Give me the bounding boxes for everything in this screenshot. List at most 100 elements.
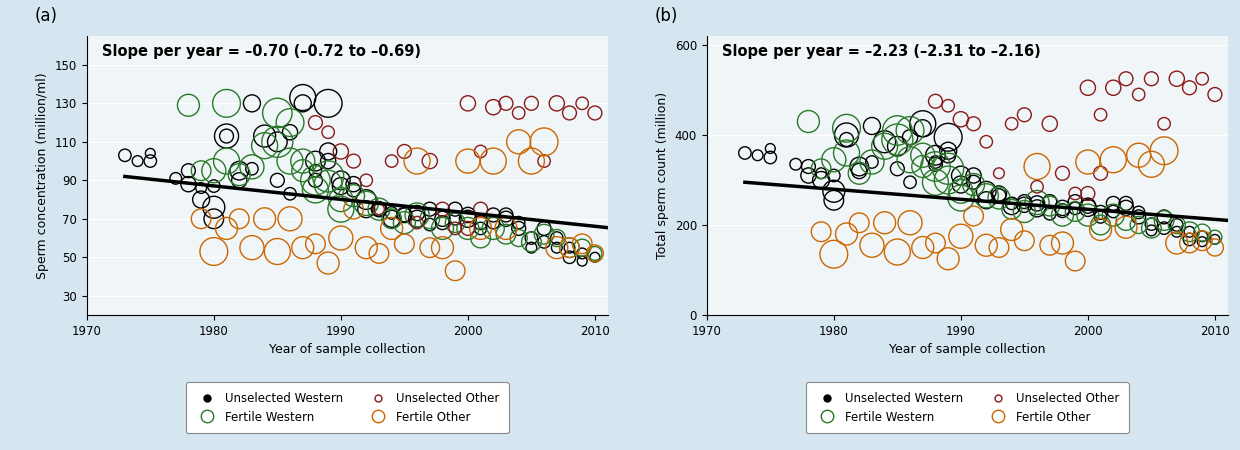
- Point: [242, 163, 262, 171]
- Point: [484, 104, 503, 111]
- Point: [1179, 236, 1199, 243]
- Point: [140, 150, 160, 157]
- Point: [585, 250, 605, 257]
- Point: [1104, 200, 1123, 207]
- Point: [900, 219, 920, 226]
- Point: [823, 172, 843, 179]
- Point: [1065, 257, 1085, 265]
- Point: [1053, 239, 1073, 247]
- Point: [268, 109, 288, 117]
- Point: [990, 244, 1009, 251]
- Point: [433, 225, 453, 232]
- Point: [356, 206, 376, 213]
- Point: [547, 244, 567, 251]
- Point: [951, 172, 971, 179]
- Point: [1179, 228, 1199, 235]
- Point: [837, 149, 857, 157]
- Point: [900, 156, 920, 163]
- Point: [458, 100, 477, 107]
- Point: [179, 102, 198, 109]
- Point: [862, 242, 882, 249]
- Point: [254, 132, 274, 140]
- Point: [458, 212, 477, 219]
- Point: [471, 225, 491, 232]
- Point: [823, 251, 843, 258]
- Point: [913, 163, 932, 170]
- Point: [1053, 170, 1073, 177]
- Point: [203, 215, 223, 222]
- Point: [913, 125, 932, 132]
- Point: [799, 172, 818, 179]
- Point: [990, 192, 1009, 199]
- Point: [1078, 204, 1097, 212]
- Point: [1116, 75, 1136, 82]
- Point: [939, 152, 959, 159]
- Point: [305, 167, 325, 174]
- Point: [1128, 221, 1148, 229]
- Point: [433, 215, 453, 222]
- Point: [1014, 237, 1034, 244]
- Point: [458, 225, 477, 232]
- Text: (a): (a): [35, 7, 58, 25]
- Point: [1205, 234, 1225, 241]
- Point: [837, 230, 857, 238]
- Point: [1142, 161, 1162, 168]
- Point: [522, 238, 542, 246]
- Point: [458, 158, 477, 165]
- Point: [522, 100, 542, 107]
- Point: [305, 240, 325, 248]
- Point: [1002, 120, 1022, 127]
- Point: [331, 177, 351, 184]
- Point: [573, 100, 593, 107]
- Point: [407, 215, 427, 222]
- Point: [280, 129, 300, 136]
- Point: [496, 212, 516, 219]
- Point: [356, 177, 376, 184]
- Point: [951, 188, 971, 195]
- Point: [293, 94, 312, 101]
- Point: [963, 212, 983, 220]
- Point: [1053, 207, 1073, 214]
- Point: [319, 129, 339, 136]
- Point: [1179, 84, 1199, 91]
- Point: [420, 215, 440, 222]
- Point: [343, 158, 363, 165]
- Point: [508, 109, 528, 117]
- Point: [217, 158, 237, 165]
- Point: [394, 219, 414, 226]
- Y-axis label: Total sperm count (million): Total sperm count (million): [656, 92, 670, 259]
- Point: [305, 158, 325, 165]
- Point: [1078, 190, 1097, 197]
- Point: [319, 100, 339, 107]
- Point: [748, 152, 768, 159]
- Point: [128, 158, 148, 165]
- Point: [1154, 217, 1174, 224]
- Point: [888, 143, 908, 150]
- Point: [990, 190, 1009, 197]
- Point: [534, 158, 554, 165]
- Point: [925, 179, 945, 186]
- Point: [484, 212, 503, 219]
- Point: [420, 158, 440, 165]
- Point: [913, 244, 932, 251]
- Point: [280, 190, 300, 198]
- Point: [811, 176, 831, 184]
- Point: [925, 98, 945, 105]
- Point: [811, 228, 831, 235]
- Point: [951, 116, 971, 123]
- Point: [1078, 202, 1097, 209]
- Point: [534, 138, 554, 145]
- Point: [433, 244, 453, 251]
- Point: [925, 239, 945, 247]
- Point: [1128, 213, 1148, 220]
- Point: [786, 161, 806, 168]
- Point: [471, 206, 491, 213]
- Point: [319, 148, 339, 155]
- Point: [331, 196, 351, 203]
- Point: [874, 219, 894, 226]
- Point: [823, 156, 843, 163]
- Point: [1065, 208, 1085, 215]
- Point: [254, 215, 274, 222]
- Point: [1040, 242, 1060, 249]
- Point: [888, 136, 908, 143]
